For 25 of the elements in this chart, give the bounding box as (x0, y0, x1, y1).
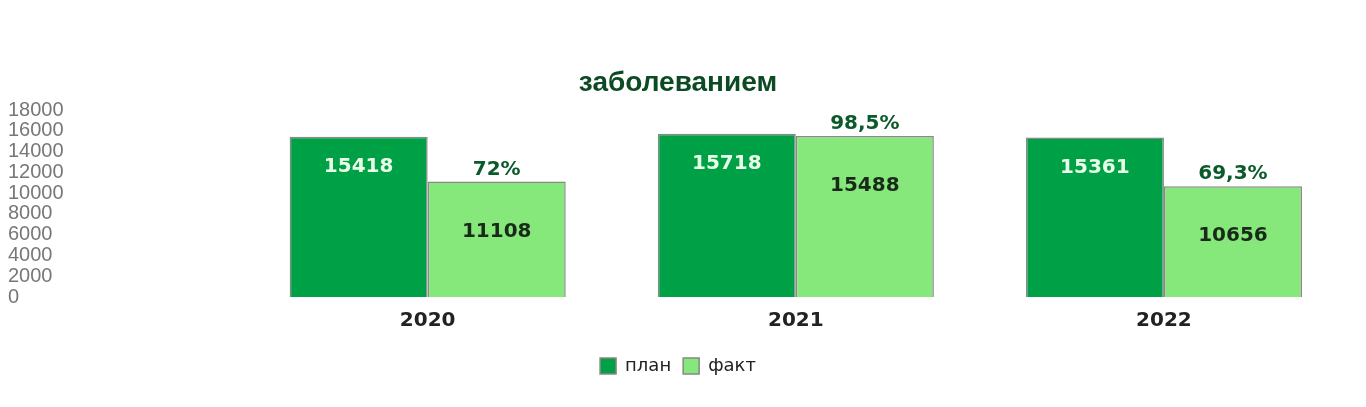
y-tick-label: 2000 (8, 263, 53, 286)
x-tick-label: 2022 (1136, 307, 1192, 332)
y-tick-label: 18000 (8, 97, 64, 120)
data-label: 10656 (1198, 222, 1268, 247)
annotation: 98,5% (830, 110, 900, 135)
y-tick-label: 8000 (8, 201, 53, 224)
data-label: 15718 (691, 149, 762, 174)
x-tick-label: 2021 (767, 307, 824, 332)
legend-label: факт (708, 353, 756, 375)
annotation: 69,3% (1198, 160, 1268, 185)
data-label: 11108 (461, 217, 532, 242)
x-tick-label: 2020 (399, 307, 456, 332)
y-tick-label: 4000 (8, 242, 53, 265)
annotation: 72% (472, 155, 521, 180)
y-tick-label: 14000 (8, 139, 64, 162)
y-tick-label: 12000 (8, 159, 64, 182)
data-label: 15361 (1060, 153, 1130, 178)
data-label: 15488 (830, 172, 900, 197)
y-tick-label: 6000 (8, 222, 53, 245)
y-tick-label: 0 (8, 284, 20, 307)
chart-title: заболеванием (578, 65, 778, 97)
data-label: 15418 (323, 153, 394, 178)
y-tick-label: 10000 (8, 180, 64, 203)
y-tick-label: 16000 (8, 118, 64, 141)
legend-label: план (625, 353, 672, 375)
